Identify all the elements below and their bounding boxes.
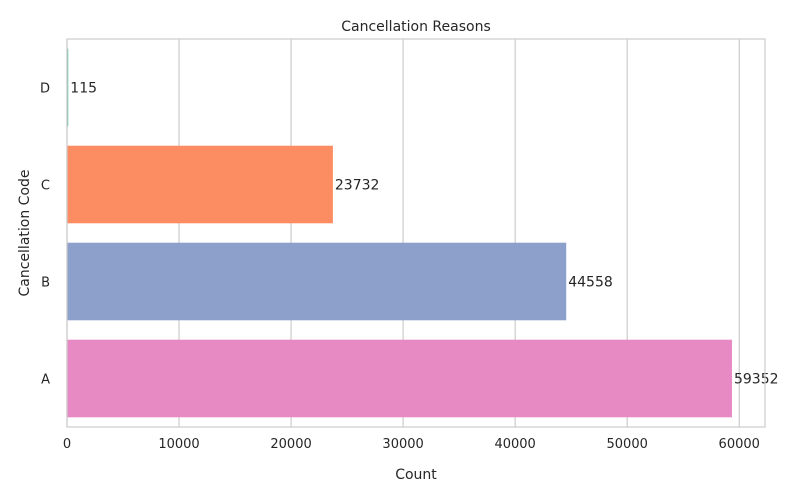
bar-a <box>67 339 732 418</box>
plot-frame <box>66 38 766 428</box>
x-tick-label: 60000 <box>719 437 760 452</box>
y-tick-label: C <box>41 179 50 194</box>
x-axis-label: Count <box>395 467 437 483</box>
x-tick-label: 40000 <box>494 437 535 452</box>
data-label-d: 115 <box>70 81 97 97</box>
y-axis-label: Cancellation Code <box>17 169 33 296</box>
y-tick-label: D <box>40 82 50 97</box>
y-tick-label: B <box>41 276 50 291</box>
x-tick-label: 20000 <box>270 437 311 452</box>
x-tick-label: 10000 <box>158 437 199 452</box>
data-label-c: 23732 <box>335 178 380 194</box>
bar-b <box>67 242 567 321</box>
data-label-a: 59352 <box>734 372 779 388</box>
data-label-b: 44558 <box>568 275 613 291</box>
x-tick-label: 30000 <box>382 437 423 452</box>
bars-layer <box>67 48 732 418</box>
grid-layer <box>66 39 740 427</box>
x-tick-label: 0 <box>63 437 71 452</box>
x-ticks-layer: 0 10000 20000 30000 40000 50000 60000 <box>63 437 760 452</box>
x-tick-label: 50000 <box>607 437 648 452</box>
bar-d <box>67 48 69 127</box>
bar-c <box>67 145 333 224</box>
y-ticks-layer: D C B A <box>40 82 50 388</box>
y-tick-label: A <box>41 373 50 388</box>
chart-title: Cancellation Reasons <box>341 19 490 35</box>
data-labels-layer: 115 23732 44558 59352 <box>70 81 778 388</box>
